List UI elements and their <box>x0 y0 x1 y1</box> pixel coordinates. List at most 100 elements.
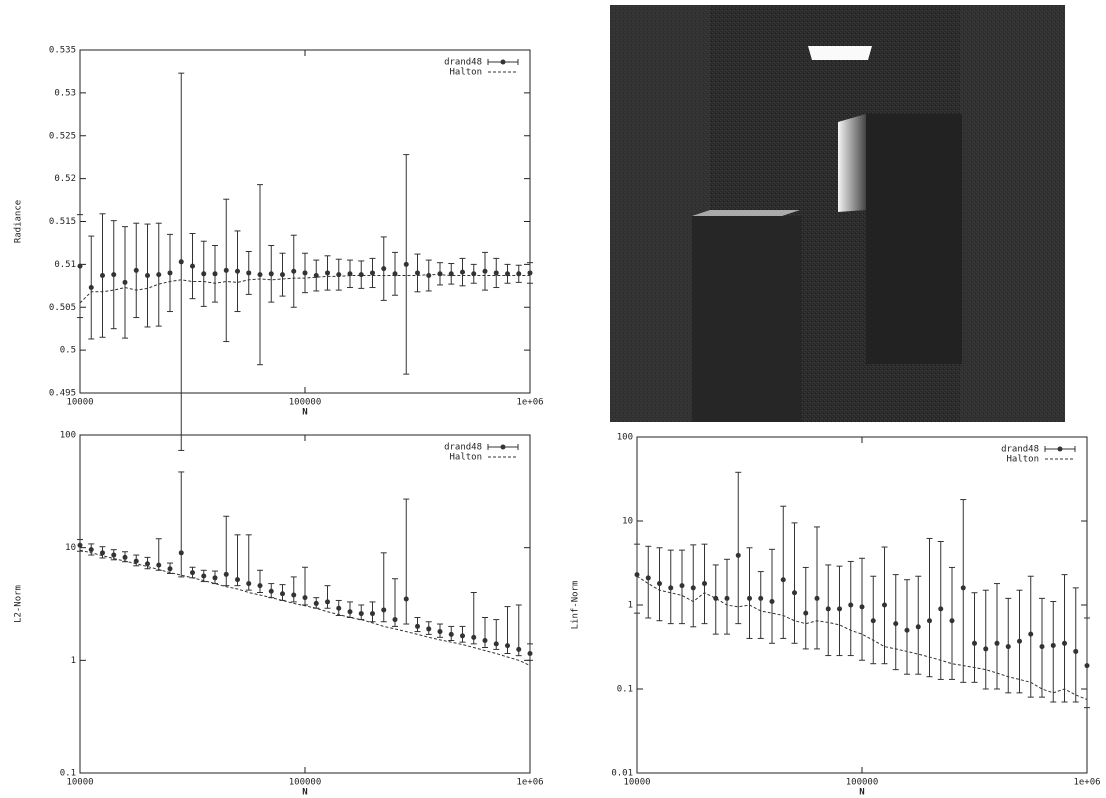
data-point <box>983 646 989 652</box>
data-point <box>178 259 184 265</box>
data-point <box>1062 640 1067 646</box>
data-point <box>369 611 375 617</box>
data-point <box>1028 631 1034 637</box>
tall-box <box>866 114 962 364</box>
x-tick-label: 10000 <box>66 778 93 788</box>
data-point <box>1039 644 1045 650</box>
data-point <box>426 626 432 632</box>
y-tick-label: 0.01 <box>611 769 633 779</box>
y-tick-label: 100 <box>617 433 633 443</box>
data-point <box>713 595 719 601</box>
data-point <box>437 271 443 277</box>
data-point <box>459 633 465 639</box>
data-point <box>358 611 364 617</box>
y-tick-label: 0.505 <box>49 303 76 313</box>
y-tick-label: 0.515 <box>49 217 76 227</box>
data-point <box>268 271 274 277</box>
x-tick-label: 1e+06 <box>516 398 543 408</box>
x-tick-label: 1e+06 <box>516 778 543 788</box>
legend-label: Halton <box>449 68 482 78</box>
error-bar <box>1084 617 1090 709</box>
legend-label: Halton <box>449 453 482 463</box>
error-bar <box>971 592 978 683</box>
data-point <box>280 272 286 278</box>
error-bar <box>178 471 185 578</box>
data-point <box>381 266 387 272</box>
data-point <box>167 566 173 572</box>
error-bar <box>926 537 933 678</box>
data-point <box>415 270 421 276</box>
plot-frame <box>79 49 531 394</box>
error-bar <box>1050 601 1057 703</box>
data-point <box>88 285 94 291</box>
chart: 0.01 0.1 1 10 100 10000 100000 1e+06 N Linf-Norm d… <box>571 433 1101 798</box>
legend-label: drand48 <box>444 58 482 68</box>
data-point <box>347 271 353 277</box>
data-point <box>459 269 465 275</box>
error-bar <box>960 499 967 683</box>
data-point <box>280 591 286 597</box>
data-point <box>325 599 331 605</box>
x-axis-label: N <box>302 788 307 798</box>
data-point <box>257 272 263 278</box>
data-point <box>268 588 274 594</box>
rendered-image <box>610 5 1065 422</box>
legend-label: Halton <box>1006 455 1039 465</box>
data-point <box>223 571 229 577</box>
data-point <box>482 268 488 274</box>
x-axis-label: N <box>859 788 864 798</box>
y-tick-label: 0.5 <box>60 346 76 356</box>
legend-label: drand48 <box>1001 445 1039 455</box>
y-tick-label: 10 <box>622 517 633 527</box>
error-bar <box>791 522 798 644</box>
data-point <box>825 606 831 612</box>
data-point <box>415 623 421 629</box>
data-point <box>403 261 409 267</box>
line-series <box>636 575 1088 700</box>
y-tick-label: 0.495 <box>49 389 76 399</box>
tall-box-face <box>838 114 866 212</box>
error-bar <box>814 526 821 650</box>
data-point <box>369 270 375 276</box>
data-point <box>201 271 207 277</box>
y-tick-label: 0.53 <box>54 88 76 98</box>
error-bar <box>257 569 264 594</box>
data-point <box>792 590 798 596</box>
short-box <box>692 216 802 422</box>
data-point <box>178 550 184 556</box>
data-point <box>1073 648 1079 654</box>
y-tick-label: 0.51 <box>54 260 76 270</box>
data-point <box>527 270 533 276</box>
data-point <box>291 268 297 274</box>
error-bar <box>949 566 956 680</box>
data-point <box>336 605 342 611</box>
data-point <box>780 577 786 583</box>
data-point <box>77 542 83 548</box>
data-point <box>1005 644 1011 650</box>
data-point <box>302 595 308 601</box>
data-point <box>99 273 105 279</box>
error-bar <box>982 589 989 690</box>
legend-label: drand48 <box>444 443 482 453</box>
error-bar <box>780 505 787 639</box>
data-point <box>133 267 139 273</box>
chart: 0.1 1 10 100 10000 100000 1e+06 N L2-Norm drand48… <box>14 431 544 798</box>
data-point <box>212 575 218 581</box>
data-point <box>882 602 888 608</box>
data-point <box>645 575 651 581</box>
y-tick-label: 0.52 <box>54 174 76 184</box>
data-point <box>960 585 966 591</box>
data-point <box>145 273 151 279</box>
y-tick-label: 0.1 <box>60 769 76 779</box>
chart: 0.495 0.5 0.505 0.51 0.515 0.52 0.525 0.53 0.535… <box>14 46 544 451</box>
error-bar <box>634 543 640 614</box>
data-point <box>190 570 196 576</box>
data-point <box>482 637 488 643</box>
data-point <box>133 558 139 564</box>
data-point <box>493 641 499 647</box>
data-point <box>527 650 533 656</box>
data-point <box>668 585 674 591</box>
legend-swatch <box>1057 446 1063 452</box>
error-bar <box>645 545 652 619</box>
data-point <box>926 618 932 624</box>
